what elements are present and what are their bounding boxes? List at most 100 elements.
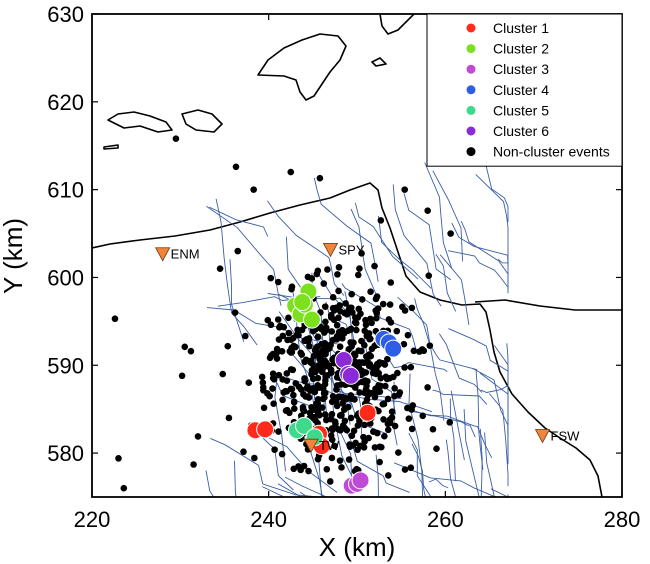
event-point <box>404 331 412 339</box>
event-point <box>292 343 299 351</box>
event-point <box>336 302 343 309</box>
cluster-5-point <box>295 416 313 435</box>
event-point <box>351 319 359 326</box>
event-point <box>294 326 301 334</box>
fault-line <box>403 193 452 281</box>
fault-line <box>408 373 432 497</box>
fault-line <box>432 389 488 405</box>
event-point <box>274 316 282 323</box>
event-point <box>386 301 394 308</box>
fault-line <box>269 437 338 493</box>
event-point <box>409 402 417 409</box>
event-point <box>356 389 363 396</box>
event-point <box>380 416 387 423</box>
event-point <box>347 395 355 402</box>
x-tick-label: 220 <box>74 507 111 532</box>
event-point <box>351 384 359 391</box>
fault-line <box>341 283 418 355</box>
event-point <box>328 369 335 376</box>
event-point <box>319 361 327 368</box>
event-point <box>342 300 349 307</box>
event-point <box>336 343 344 350</box>
event-point <box>276 322 284 330</box>
event-point <box>386 374 394 382</box>
event-point <box>291 405 298 412</box>
event-point <box>401 186 409 193</box>
event-point <box>323 465 331 473</box>
fault-line <box>313 177 379 282</box>
event-point <box>330 316 338 324</box>
event-point <box>377 374 385 382</box>
event-point <box>358 250 365 257</box>
event-point <box>373 314 380 322</box>
event-point <box>372 295 380 303</box>
event-point <box>216 265 224 272</box>
event-point <box>290 391 297 399</box>
event-point <box>391 384 398 392</box>
event-point <box>336 328 344 336</box>
event-point <box>314 333 322 341</box>
coastline <box>181 109 223 133</box>
fault-line <box>262 486 328 497</box>
event-point <box>317 323 324 331</box>
event-point <box>301 358 308 366</box>
event-point <box>387 319 395 326</box>
coastline <box>379 14 415 35</box>
event-point <box>288 285 295 293</box>
event-point <box>370 428 377 435</box>
event-point <box>288 385 296 393</box>
cluster-6-point <box>341 366 360 385</box>
event-point <box>447 230 454 237</box>
event-point <box>266 354 274 362</box>
event-point <box>321 339 329 347</box>
event-point <box>309 375 317 383</box>
event-point <box>408 304 416 312</box>
event-point <box>266 392 273 400</box>
event-point <box>343 426 351 434</box>
event-point <box>328 425 336 432</box>
event-point <box>245 379 253 386</box>
event-point <box>401 364 408 371</box>
station-layer: ENM SPY TW FSW <box>154 242 580 454</box>
event-point <box>278 348 286 355</box>
coastline <box>92 182 603 497</box>
event-point <box>316 174 324 182</box>
event-point <box>284 336 291 344</box>
cluster-3-point <box>351 471 370 490</box>
event-point <box>348 432 356 439</box>
event-point <box>348 290 355 298</box>
event-point <box>420 347 428 355</box>
station-marker <box>303 438 319 454</box>
event-point <box>335 287 342 295</box>
fault-line <box>397 296 445 421</box>
event-point <box>231 309 239 316</box>
event-point <box>287 168 295 176</box>
event-point <box>305 335 313 342</box>
event-point <box>348 343 355 350</box>
coastline <box>257 33 347 101</box>
event-point <box>194 433 202 440</box>
event-point <box>345 306 353 313</box>
event-point <box>187 347 195 355</box>
event-point <box>371 262 378 270</box>
cluster-1-point <box>358 403 377 422</box>
event-point <box>379 300 387 308</box>
event-point <box>295 331 302 339</box>
legend-label: Cluster 4 <box>493 82 549 98</box>
legend-box <box>426 13 623 167</box>
event-point <box>395 449 402 456</box>
event-point <box>111 315 119 323</box>
fault-line <box>489 393 509 487</box>
fault-line <box>229 259 245 342</box>
y-tick-label: 630 <box>47 2 84 27</box>
event-point <box>366 335 373 343</box>
x-tick-label: 240 <box>250 507 287 532</box>
event-point <box>329 304 337 312</box>
event-point <box>314 365 322 373</box>
event-point <box>250 186 257 193</box>
fault-line <box>414 298 478 371</box>
event-point <box>375 407 382 415</box>
event-point <box>328 328 336 335</box>
event-point <box>335 393 342 400</box>
